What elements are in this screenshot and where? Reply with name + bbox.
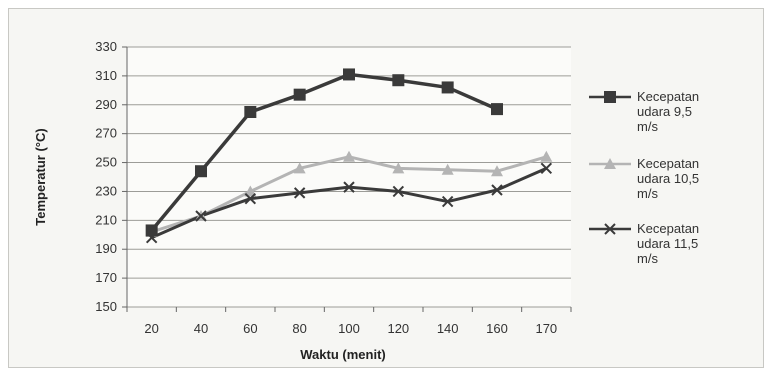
legend-label: m/s <box>637 186 658 201</box>
data-point-x <box>604 223 616 235</box>
data-point-square <box>293 88 306 101</box>
x-axis-ticks: 20 40 60 80 100 120 140 160 170 <box>126 307 572 336</box>
data-point-triangle <box>540 150 553 162</box>
y-tick-label: 270 <box>95 126 117 141</box>
y-tick-label: 210 <box>95 212 117 227</box>
legend-label: m/s <box>637 119 658 134</box>
data-point-x <box>540 162 553 175</box>
data-point-triangle <box>441 163 454 175</box>
x-tick-label: 80 <box>292 321 306 336</box>
y-axis-title: Temperatur (°C) <box>33 128 48 225</box>
data-point-square <box>491 103 503 116</box>
data-point-square <box>604 91 616 103</box>
data-point-square <box>244 106 257 118</box>
data-point-x <box>392 185 405 198</box>
data-point-square <box>195 165 207 178</box>
legend-label: m/s <box>637 251 658 266</box>
data-point-triangle <box>244 185 257 197</box>
chart-frame: 150 170 190 210 230 250 270 290 310 330 20 40 60 80 1… <box>8 8 764 368</box>
x-tick-label: 60 <box>243 321 257 336</box>
plot-area <box>126 46 571 308</box>
x-tick-label: 20 <box>144 321 158 336</box>
plot-background <box>127 47 571 307</box>
legend-label: udara 11,5 <box>637 236 698 251</box>
y-axis-ticks: 150 170 190 210 230 250 270 290 310 330 <box>95 39 127 314</box>
data-point-square <box>441 81 454 94</box>
x-tick-label: 40 <box>194 321 208 336</box>
y-tick-label: 170 <box>95 270 117 285</box>
data-point-triangle <box>343 150 355 162</box>
data-point-x <box>441 195 454 208</box>
y-tick-label: 310 <box>95 68 117 83</box>
data-point-triangle <box>392 162 405 174</box>
x-tick-label: 140 <box>437 321 459 336</box>
legend-label: udara 10,5 <box>637 171 699 186</box>
y-tick-label: 190 <box>95 241 117 256</box>
x-tick-label: 120 <box>387 321 409 336</box>
data-point-triangle <box>293 162 306 174</box>
legend-label: udara 9,5 <box>637 104 692 119</box>
data-point-triangle <box>604 158 616 169</box>
y-tick-label: 290 <box>95 97 117 112</box>
x-tick-label: 160 <box>486 321 508 336</box>
data-point-x <box>244 192 257 205</box>
data-point-square <box>145 224 158 237</box>
series-line <box>150 72 498 232</box>
x-tick-label: 100 <box>338 321 360 336</box>
data-point-x <box>293 187 306 199</box>
data-point-triangle <box>491 165 503 177</box>
legend-label: Kecepatan <box>637 156 699 171</box>
x-axis-title: Waktu (menit) <box>300 347 385 362</box>
data-point-square <box>392 74 405 87</box>
data-point-x <box>195 210 207 222</box>
series-markers <box>145 68 553 244</box>
data-point-x <box>491 184 503 196</box>
x-tick-label: 170 <box>535 321 557 336</box>
data-point-x <box>343 181 355 193</box>
y-tick-label: 150 <box>95 299 117 314</box>
line-chart: 150 170 190 210 230 250 270 290 310 330 20 40 60 80 1… <box>33 39 699 362</box>
legend-label: Kecepatan <box>637 221 699 236</box>
y-tick-label: 250 <box>95 155 117 170</box>
y-tick-label: 230 <box>95 183 117 198</box>
data-point-square <box>343 68 355 81</box>
legend-label: Kecepatan <box>637 89 699 104</box>
y-tick-label: 330 <box>95 39 117 54</box>
